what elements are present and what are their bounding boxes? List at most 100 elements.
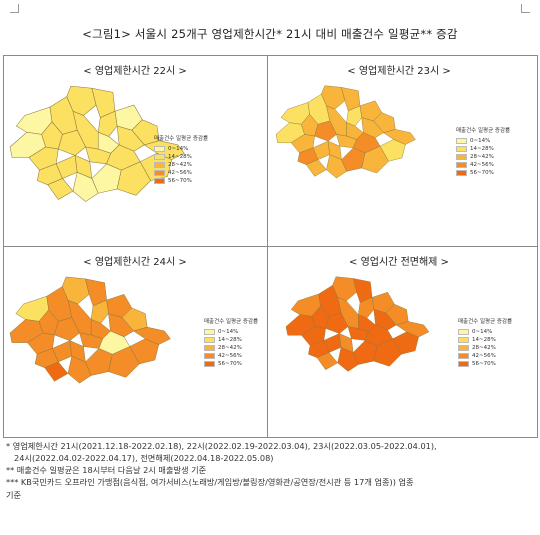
legend-swatch [458, 361, 469, 367]
district-shape [301, 326, 326, 346]
map-legend: 매출건수 일평균 증감률 0~14% 14~28% 28~42% 42~56% 56~70… [204, 317, 258, 368]
district-shape [116, 125, 145, 152]
district-shape [54, 317, 80, 341]
panel-title: < 영업제한시간 22시 > [83, 66, 187, 77]
legend-swatch [458, 353, 469, 359]
legend-item: 42~56% [204, 352, 258, 360]
legend-item: 56~70% [154, 177, 208, 185]
seoul-district-map [9, 85, 185, 202]
map-legend: 매출건수 일평균 증감률 0~14% 14~28% 28~42% 42~56% 56~70… [456, 126, 510, 177]
legend-label: 56~70% [218, 361, 242, 367]
seoul-district-map [275, 85, 416, 179]
district-shape [361, 117, 384, 138]
legend-swatch [456, 146, 467, 152]
legend-title: 매출건수 일평균 증감률 [204, 319, 259, 325]
legend-label: 28~42% [470, 154, 494, 160]
legend-swatch [154, 154, 165, 160]
legend-title: 매출건수 일평균 증감률 [456, 128, 511, 134]
district-shape [97, 110, 118, 137]
legend-item: 0~14% [458, 328, 512, 336]
legend-item: 14~28% [456, 145, 510, 153]
district-shape [106, 144, 141, 171]
footnote-1: * 영업제한시간 21시(2021.12.18-2022.02.18), 22시… [6, 441, 437, 451]
legend-swatch [204, 345, 215, 351]
legend-item: 56~70% [456, 169, 510, 177]
seoul-district-map [9, 276, 171, 384]
legend-label: 28~42% [168, 162, 192, 168]
legend-label: 42~56% [218, 353, 242, 359]
legend-swatch [154, 178, 165, 184]
legend-item: 14~28% [204, 336, 258, 344]
map-grid: < 영업제한시간 22시 > 매출건수 일평균 증감률 0~14% 14~28% 28~… [3, 55, 538, 438]
legend-title: 매출건수 일평균 증감률 [154, 136, 209, 142]
legend-swatch [458, 345, 469, 351]
map-panel-2: < 영업제한시간 23시 > 매출건수 일평균 증감률 0~14% 14~28% 28~… [268, 56, 530, 245]
legend-swatch [204, 361, 215, 367]
map-legend: 매출건수 일평균 증감률 0~14% 14~28% 28~42% 42~56% 56~70… [458, 317, 512, 368]
legend-label: 42~56% [472, 353, 496, 359]
legend-item: 56~70% [204, 360, 258, 368]
legend-item: 28~42% [458, 344, 512, 352]
map-panel-3: < 영업제한시간 24시 > 매출건수 일평균 증감률 0~14% 14~28% 28~… [4, 247, 266, 436]
legend-label: 0~14% [470, 138, 491, 144]
grid-divider-horizontal [4, 246, 537, 247]
legend-label: 42~56% [470, 162, 494, 168]
district-shape [379, 139, 406, 162]
district-shape [364, 324, 394, 346]
legend-item: 42~56% [456, 161, 510, 169]
district-shape [314, 120, 337, 142]
district-shape [290, 134, 315, 154]
legend-label: 42~56% [168, 170, 192, 176]
legend-item: 0~14% [154, 145, 208, 153]
legend-item: 28~42% [154, 161, 208, 169]
legend-item: 0~14% [456, 137, 510, 145]
legend-label: 0~14% [472, 329, 493, 335]
legend-item: 28~42% [456, 153, 510, 161]
legend-label: 28~42% [472, 345, 496, 351]
district-shape [383, 129, 416, 145]
legend-item: 14~28% [458, 336, 512, 344]
map-panel-4: < 영업시간 전면해제 > 매출건수 일평균 증감률 0~14% 14~28% 28~4… [268, 247, 530, 436]
legend-swatch [204, 329, 215, 335]
legend-label: 14~28% [218, 337, 242, 343]
legend-swatch [204, 353, 215, 359]
legend-swatch [456, 154, 467, 160]
legend-swatch [458, 337, 469, 343]
legend-swatch [154, 170, 165, 176]
legend-label: 56~70% [472, 361, 496, 367]
legend-swatch [204, 337, 215, 343]
legend-label: 28~42% [218, 345, 242, 351]
district-shape [358, 297, 375, 319]
district-shape [98, 330, 131, 355]
map-legend: 매출건수 일평균 증감률 0~14% 14~28% 28~42% 42~56% 56~70… [154, 134, 208, 185]
seoul-district-map [285, 276, 430, 372]
district-shape [129, 338, 160, 365]
map-panel-1: < 영업제한시간 22시 > 매출건수 일평균 증감률 0~14% 14~28% 28~… [4, 56, 266, 245]
legend-label: 0~14% [168, 146, 189, 152]
district-shape [108, 313, 135, 338]
legend-swatch [456, 162, 467, 168]
footnote-1-cont: 24시(2022.04.02-2022.04.17), 전면해제(2022.04… [14, 453, 274, 464]
corner-mark-left [10, 4, 19, 13]
legend-item: 0~14% [204, 328, 258, 336]
district-shape [392, 331, 419, 355]
panel-title: < 영업시간 전면해제 > [349, 257, 449, 268]
legend-item: 42~56% [154, 169, 208, 177]
legend-title: 매출건수 일평균 증감률 [458, 319, 513, 325]
district-shape [346, 105, 362, 127]
legend-label: 56~70% [470, 170, 494, 176]
panel-title: < 영업제한시간 24시 > [83, 257, 187, 268]
district-shape [27, 332, 55, 355]
legend-item: 56~70% [458, 360, 512, 368]
footnote-2: ** 매출건수 일평균은 18시부터 다음날 2시 매출발생 기준 [6, 465, 207, 476]
legend-swatch [154, 162, 165, 168]
legend-label: 0~14% [218, 329, 239, 335]
district-shape [133, 326, 171, 345]
corner-mark-right [521, 4, 530, 13]
legend-swatch [456, 170, 467, 176]
footnotes: * 영업제한시간 21시(2021.12.18-2022.02.18), 22시… [6, 440, 534, 501]
legend-swatch [154, 146, 165, 152]
legend-item: 28~42% [204, 344, 258, 352]
district-shape [373, 309, 397, 331]
figure-title: <그림1> 서울시 25개구 영업제한시간* 21시 대비 매출건수 일평균**… [82, 27, 458, 41]
